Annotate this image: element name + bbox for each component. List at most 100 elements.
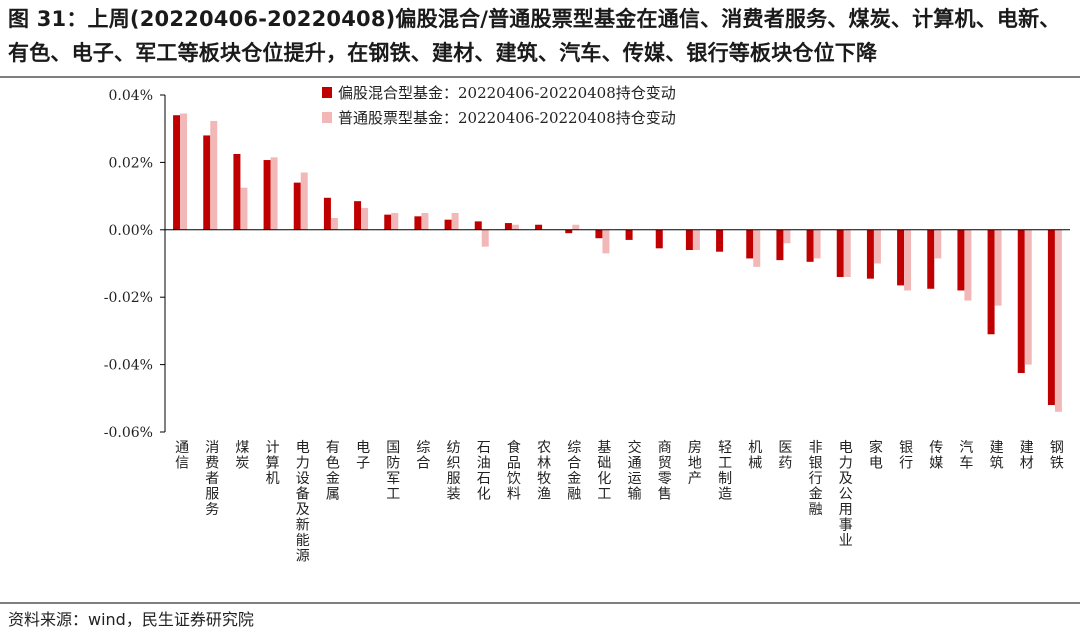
y-tick-label: -0.06% — [104, 425, 153, 441]
bar-mixed-equity — [655, 229, 663, 249]
bar-stock-fund — [692, 229, 700, 251]
bar-mixed-equity — [716, 229, 724, 252]
bar-mixed-equity — [897, 229, 905, 286]
bar-mixed-equity — [354, 201, 362, 230]
bar-mixed-equity — [233, 153, 241, 230]
bar-stock-fund — [753, 229, 761, 267]
x-tick-label: 计算机 — [266, 440, 280, 487]
x-tick-label: 有色金属 — [326, 440, 340, 503]
x-tick-label: 电力及公用事业 — [839, 440, 853, 549]
bar-stock-fund — [813, 229, 821, 259]
x-tick-label: 基础化工 — [597, 439, 611, 503]
bar-stock-fund — [180, 113, 188, 230]
bar-stock-fund — [964, 229, 972, 301]
x-tick-label: 国防军工 — [386, 440, 400, 503]
bar-stock-fund — [1054, 229, 1062, 412]
x-tick-label: 消费者服务 — [205, 440, 219, 518]
legend-swatch — [322, 112, 332, 123]
legend-label: 普通股票型基金：20220406-20220408持仓变动 — [338, 109, 676, 127]
bar-mixed-equity — [535, 224, 543, 230]
bar-mixed-equity — [474, 221, 482, 230]
bar-mixed-equity — [504, 223, 512, 230]
x-tick-label: 电力设备及新能源 — [296, 440, 310, 565]
x-tick-label: 食品饮料 — [507, 439, 521, 503]
x-tick-label: 综合 — [416, 440, 430, 472]
bar-mixed-equity — [927, 229, 935, 289]
legend: 偏股混合型基金：20220406-20220408持仓变动普通股票型基金：202… — [322, 84, 676, 127]
x-tick-label: 建材 — [1020, 440, 1034, 472]
x-tick-label: 非银行金融 — [809, 440, 823, 518]
x-tick-label: 轻工制造 — [718, 440, 732, 503]
x-tick-label: 医药 — [778, 440, 792, 472]
y-tick-label: 0.02% — [109, 155, 153, 171]
x-tick-label: 商贸零售 — [658, 440, 672, 503]
bar-mixed-equity — [414, 216, 422, 230]
bar-mixed-equity — [987, 229, 995, 335]
x-tick-label: 综合金融 — [567, 440, 581, 503]
bar-mixed-equity — [565, 229, 573, 234]
x-tick-label: 钢铁 — [1050, 440, 1064, 472]
bar-stock-fund — [994, 229, 1002, 306]
bar-mixed-equity — [384, 214, 392, 230]
bar-mixed-equity — [836, 229, 844, 277]
bar-stock-fund — [451, 212, 459, 230]
legend-label: 偏股混合型基金：20220406-20220408持仓变动 — [338, 84, 676, 102]
bar-mixed-equity — [263, 160, 271, 230]
chart-title: 图 31：上周(20220406-20220408)偏股混合/普通股票型基金在通… — [8, 7, 1061, 65]
bar-chart: 0.04% 0.02% 0.00% -0.02% -0.04% -0.06% 通信 消费者服… — [104, 84, 1070, 565]
bar-stock-fund — [240, 187, 248, 230]
bar-stock-fund — [481, 229, 489, 247]
bar-stock-fund — [1024, 229, 1032, 365]
x-tick-label: 机械 — [748, 440, 762, 472]
bar-mixed-equity — [806, 229, 814, 262]
bar-mixed-equity — [776, 229, 784, 261]
x-tick-label: 银行 — [899, 440, 913, 472]
bar-mixed-equity — [323, 197, 331, 230]
bar-mixed-equity — [173, 115, 181, 230]
bar-stock-fund — [904, 229, 912, 291]
y-tick-label: -0.04% — [104, 358, 153, 374]
bar-stock-fund — [270, 157, 278, 230]
legend-swatch — [322, 87, 332, 98]
bar-mixed-equity — [1047, 229, 1055, 406]
y-tick-label: 0.00% — [109, 223, 153, 239]
x-tick-label: 电子 — [356, 440, 370, 472]
y-tick-label: 0.04% — [109, 88, 153, 104]
bar-stock-fund — [783, 229, 791, 244]
bar-mixed-equity — [595, 229, 603, 239]
x-tick-label: 通信 — [175, 440, 189, 472]
x-tick-label: 家电 — [869, 439, 883, 472]
bar-stock-fund — [511, 224, 519, 230]
bar-stock-fund — [602, 229, 610, 254]
bar-stock-fund — [361, 207, 369, 230]
bar-mixed-equity — [625, 229, 633, 240]
bar-mixed-equity — [746, 229, 754, 259]
bar-mixed-equity — [203, 135, 211, 230]
bar-mixed-equity — [293, 182, 301, 230]
source-note: 资料来源：wind，民生证券研究院 — [8, 610, 254, 629]
bar-stock-fund — [300, 172, 308, 230]
bar-mixed-equity — [1017, 229, 1025, 374]
bottom-divider — [0, 602, 1080, 604]
bar-stock-fund — [330, 218, 338, 230]
y-axis: 0.04% 0.02% 0.00% -0.02% -0.04% -0.06% — [104, 88, 166, 441]
bar-stock-fund — [843, 229, 851, 277]
bar-mixed-equity — [685, 229, 693, 251]
x-tick-label: 建筑 — [990, 440, 1004, 472]
x-tick-label: 交通运输 — [628, 439, 642, 503]
bar-stock-fund — [572, 224, 580, 230]
top-divider — [0, 76, 1080, 78]
bar-stock-fund — [934, 229, 942, 259]
bar-mixed-equity — [444, 219, 452, 230]
bar-mixed-equity — [957, 229, 965, 291]
bar-mixed-equity — [866, 229, 874, 279]
bar-stock-fund — [873, 229, 881, 264]
x-axis: 通信 消费者服务 煤炭 计算机 电力设备及新能源 有色金属 电子 国防军工 综合 纺织服装 石油石化… — [165, 229, 1070, 565]
x-tick-label: 汽车 — [959, 440, 973, 472]
x-tick-label: 纺织服装 — [447, 440, 461, 503]
bar-stock-fund — [391, 212, 399, 230]
x-tick-label: 石油石化 — [477, 440, 491, 503]
x-tick-label: 传媒 — [929, 440, 943, 472]
x-tick-label: 农林牧渔 — [537, 440, 551, 503]
bar-stock-fund — [421, 212, 429, 230]
